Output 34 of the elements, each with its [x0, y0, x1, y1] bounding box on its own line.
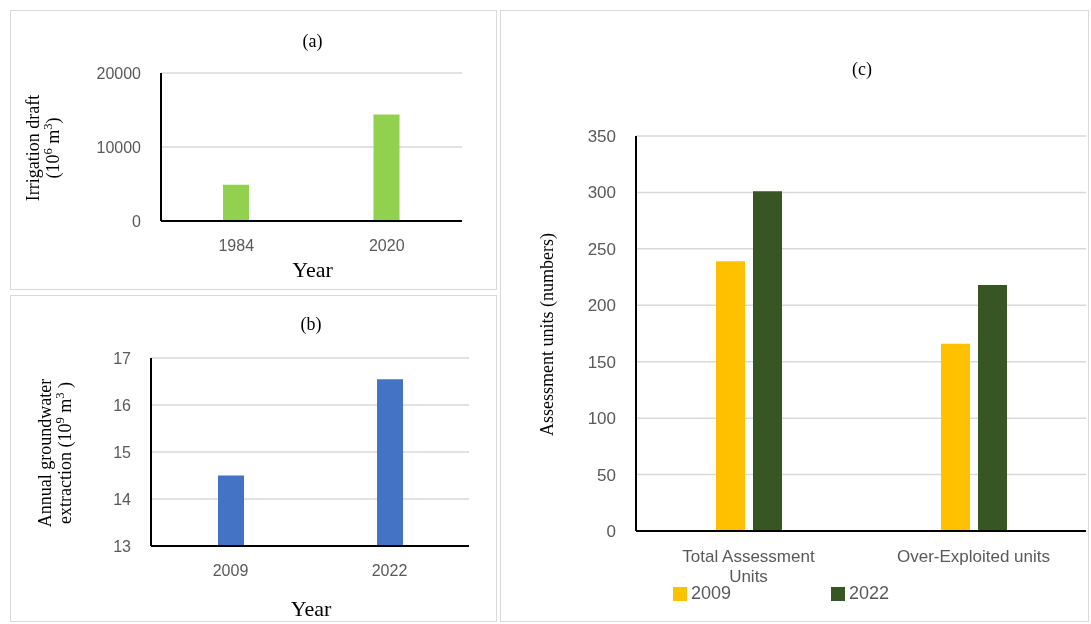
- y-tick-label: 50: [597, 465, 616, 485]
- bar: [753, 191, 782, 531]
- x-tick-label: 2009: [212, 562, 249, 580]
- x-tick-label: Total Assessment Units: [682, 547, 815, 586]
- x-axis-title: Year: [292, 257, 334, 282]
- y-tick-label: 100: [587, 409, 616, 429]
- x-axis-title: Year: [290, 596, 332, 621]
- y-tick-label: 16: [113, 396, 132, 414]
- y-axis-title: Assessment units (numbers): [537, 233, 558, 436]
- legend-label: 2009: [690, 583, 731, 603]
- bar: [941, 343, 970, 531]
- y-tick-label: 350: [587, 127, 616, 147]
- x-tick-label: Over-Exploited units: [896, 547, 1051, 567]
- y-tick-label: 14: [113, 490, 132, 508]
- bar: [716, 261, 745, 531]
- y-tick-label: 0: [132, 212, 142, 230]
- y-tick-label: 17: [113, 349, 132, 367]
- y-tick-label: 20000: [96, 64, 142, 82]
- chart-title: (a): [302, 31, 323, 52]
- x-tick-label: 2020: [368, 237, 405, 255]
- y-tick-label: 250: [587, 239, 616, 259]
- x-tick-label: 2022: [371, 562, 408, 580]
- y-tick-label: 10000: [96, 138, 142, 156]
- legend-label: 2022: [849, 583, 890, 603]
- y-tick-label: 15: [113, 443, 132, 461]
- x-tick-label: 1984: [218, 237, 255, 255]
- bar: [978, 284, 1007, 531]
- y-tick-label: 300: [587, 183, 616, 203]
- y-tick-label: 150: [587, 352, 616, 372]
- y-tick-label: 200: [587, 296, 616, 316]
- chart-title: (b): [300, 314, 322, 335]
- y-tick-label: 0: [606, 522, 616, 542]
- chart-title: (c): [852, 59, 872, 80]
- y-tick-label: 13: [113, 537, 132, 555]
